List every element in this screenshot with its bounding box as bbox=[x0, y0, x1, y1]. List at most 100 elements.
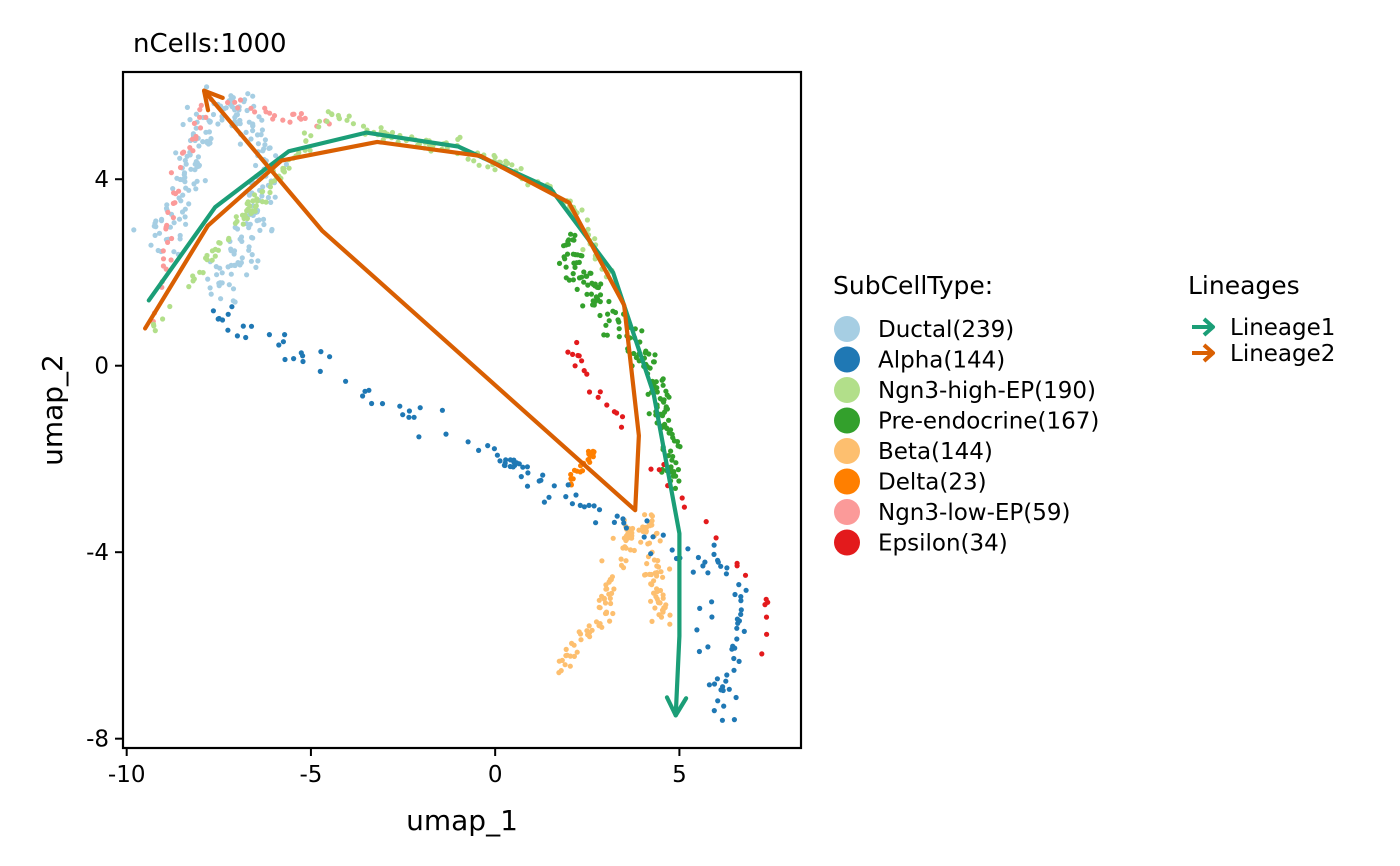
point-ductal bbox=[246, 225, 252, 231]
point-pre-endocrine bbox=[588, 270, 594, 276]
point-ngn3-high-ep bbox=[360, 123, 367, 129]
point-alpha bbox=[730, 643, 736, 649]
point-epsilon bbox=[764, 631, 770, 637]
point-pre-endocrine bbox=[572, 264, 578, 270]
point-alpha bbox=[229, 304, 235, 310]
point-ngn3-low-ep bbox=[190, 148, 196, 154]
point-ngn3-low-ep bbox=[197, 114, 203, 120]
point-pre-endocrine bbox=[584, 291, 590, 297]
x-axis-ticks: -10 -5 0 5 bbox=[108, 748, 687, 788]
point-alpha bbox=[700, 563, 706, 569]
point-ductal bbox=[182, 214, 188, 220]
point-alpha bbox=[738, 607, 744, 613]
point-ngn3-high-ep bbox=[216, 240, 222, 246]
point-alpha bbox=[733, 694, 739, 701]
point-ductal bbox=[238, 234, 245, 240]
legend-key-beta bbox=[834, 438, 860, 464]
point-ductal bbox=[181, 170, 188, 176]
lineage-legend-key-arrowhead bbox=[1202, 317, 1215, 337]
point-alpha bbox=[724, 672, 730, 678]
point-ngn3-low-ep bbox=[298, 116, 304, 122]
scatter-points-layer bbox=[131, 84, 771, 723]
point-ngn3-high-ep bbox=[286, 165, 292, 171]
point-pre-endocrine bbox=[576, 275, 583, 281]
point-beta bbox=[662, 604, 668, 611]
point-beta bbox=[618, 556, 624, 562]
point-ductal bbox=[180, 177, 186, 183]
point-alpha bbox=[695, 554, 702, 561]
point-pre-endocrine bbox=[604, 332, 610, 338]
point-ngn3-low-ep bbox=[248, 105, 254, 111]
point-beta bbox=[646, 540, 653, 546]
point-ngn3-low-ep bbox=[170, 215, 176, 221]
point-alpha bbox=[524, 483, 531, 489]
point-beta bbox=[556, 670, 562, 676]
point-alpha bbox=[697, 605, 703, 612]
point-ductal bbox=[228, 271, 234, 277]
point-pre-endocrine bbox=[574, 286, 580, 292]
point-epsilon bbox=[703, 519, 709, 525]
point-ductal bbox=[260, 216, 267, 222]
point-alpha bbox=[593, 520, 599, 526]
point-ductal bbox=[255, 258, 261, 264]
point-alpha bbox=[734, 625, 740, 631]
point-beta bbox=[608, 600, 614, 607]
point-ngn3-high-ep bbox=[592, 236, 598, 242]
point-alpha bbox=[591, 503, 597, 509]
point-ngn3-low-ep bbox=[168, 257, 174, 263]
point-beta bbox=[652, 605, 658, 611]
point-alpha bbox=[705, 570, 711, 576]
point-alpha bbox=[563, 494, 569, 500]
point-ngn3-high-ep bbox=[204, 257, 210, 263]
point-ductal bbox=[232, 299, 238, 305]
point-epsilon bbox=[565, 349, 571, 355]
point-beta bbox=[644, 524, 650, 530]
point-beta bbox=[642, 512, 648, 518]
point-alpha bbox=[507, 457, 513, 463]
point-beta bbox=[629, 535, 635, 541]
point-ngn3-low-ep bbox=[291, 111, 297, 117]
point-ngn3-high-ep bbox=[254, 196, 260, 202]
lineage-curves-layer bbox=[143, 88, 689, 718]
point-alpha bbox=[276, 342, 282, 348]
x-axis-title: umap_1 bbox=[406, 804, 518, 837]
point-alpha bbox=[443, 431, 449, 437]
point-beta bbox=[636, 527, 642, 533]
point-beta bbox=[574, 649, 580, 655]
point-beta bbox=[576, 629, 582, 635]
point-epsilon bbox=[619, 414, 626, 420]
point-epsilon bbox=[570, 351, 576, 357]
lineage2-curve bbox=[143, 88, 641, 513]
point-ductal bbox=[207, 285, 213, 291]
point-pre-endocrine bbox=[672, 485, 679, 491]
point-ngn3-high-ep bbox=[579, 207, 585, 213]
point-alpha bbox=[644, 518, 650, 524]
point-pre-endocrine bbox=[615, 317, 621, 323]
point-alpha bbox=[465, 439, 471, 445]
point-beta bbox=[654, 573, 660, 579]
point-alpha bbox=[734, 636, 740, 642]
point-pre-endocrine bbox=[616, 326, 622, 332]
point-alpha bbox=[586, 502, 592, 508]
point-ductal bbox=[256, 217, 262, 223]
point-ngn3-high-ep bbox=[251, 192, 258, 198]
point-alpha bbox=[705, 644, 711, 650]
point-epsilon bbox=[604, 402, 610, 408]
point-ngn3-low-ep bbox=[177, 164, 184, 171]
point-alpha bbox=[379, 401, 386, 407]
point-ngn3-high-ep bbox=[301, 130, 307, 136]
point-ductal bbox=[182, 157, 188, 164]
point-ductal bbox=[208, 136, 214, 142]
point-pre-endocrine bbox=[592, 281, 598, 287]
point-alpha bbox=[225, 327, 231, 333]
point-ductal bbox=[183, 221, 189, 227]
point-pre-endocrine bbox=[660, 382, 666, 388]
point-ductal bbox=[248, 136, 254, 142]
point-alpha bbox=[620, 516, 626, 522]
point-alpha bbox=[439, 407, 445, 413]
point-ngn3-high-ep bbox=[160, 316, 166, 322]
point-alpha bbox=[641, 534, 647, 540]
point-ductal bbox=[250, 128, 256, 134]
